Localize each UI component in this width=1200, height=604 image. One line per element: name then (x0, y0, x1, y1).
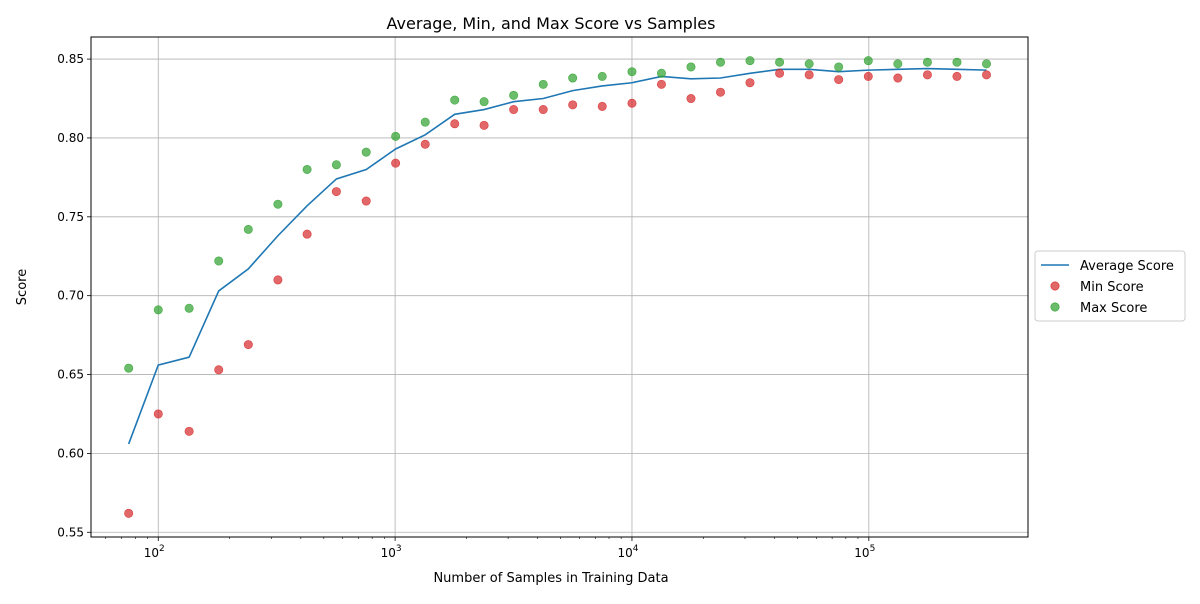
chart-title: Average, Min, and Max Score vs Samples (387, 14, 716, 33)
x-tick-label: 102 (144, 544, 165, 560)
max-score-point (952, 57, 962, 67)
min-score-point (361, 196, 371, 206)
min-score-point (597, 101, 607, 111)
y-axis: 0.55 0.60 0.65 0.70 0.75 0.80 0.85 (57, 52, 91, 539)
min-score-point (420, 139, 430, 149)
max-score-point (509, 90, 519, 100)
max-points-layer (124, 56, 992, 373)
x-tick-label: 104 (617, 544, 638, 560)
min-score-point (450, 119, 460, 129)
min-score-point (124, 508, 134, 518)
legend-box (1034, 250, 1186, 322)
max-score-point (391, 131, 401, 141)
max-score-point (745, 56, 755, 66)
min-score-point (686, 94, 696, 104)
max-score-point (568, 73, 578, 83)
max-score-point (627, 67, 637, 77)
min-score-point (331, 187, 341, 197)
min-score-point (568, 100, 578, 110)
min-score-point (273, 275, 283, 285)
min-score-point (745, 78, 755, 88)
x-tick-base: 10 (854, 546, 869, 560)
max-score-point (893, 59, 903, 69)
average-score-line (127, 67, 987, 445)
max-score-point (420, 117, 430, 127)
max-score-point (450, 95, 460, 105)
legend-min-swatch (1050, 281, 1060, 291)
y-tick-label: 0.80 (57, 131, 84, 145)
y-axis-label: Score (15, 269, 30, 305)
max-score-point (273, 199, 283, 209)
y-tick-label: 0.60 (57, 446, 84, 460)
max-score-point (214, 256, 224, 266)
max-score-point (153, 305, 163, 315)
min-score-point (243, 340, 253, 350)
x-tick-exponent: 4 (633, 544, 639, 554)
min-score-point (627, 98, 637, 108)
min-score-point (479, 120, 489, 130)
min-score-point (922, 70, 932, 80)
x-tick-label: 103 (381, 544, 402, 560)
x-tick-base: 10 (144, 546, 159, 560)
max-score-point (597, 71, 607, 81)
min-points-layer (124, 68, 992, 518)
min-score-point (952, 71, 962, 81)
min-score-point (214, 365, 224, 375)
y-tick-label: 0.70 (57, 289, 84, 303)
max-score-point (479, 97, 489, 107)
max-score-point (656, 68, 666, 78)
y-tick-label: 0.65 (57, 368, 84, 382)
x-tick-exponent: 3 (396, 544, 402, 554)
max-score-point (361, 147, 371, 157)
grid (91, 37, 1028, 537)
legend-min-label: Min Score (1080, 280, 1144, 295)
legend: Average Score Min Score Max Score (1034, 250, 1186, 322)
legend-max-swatch (1050, 302, 1060, 312)
max-score-point (538, 79, 548, 89)
max-score-point (686, 62, 696, 72)
plot-frame (90, 36, 1029, 538)
min-score-point (775, 68, 785, 78)
min-score-point (184, 426, 194, 436)
y-tick-label: 0.85 (57, 52, 84, 66)
min-score-point (804, 70, 814, 80)
min-score-point (302, 229, 312, 239)
max-score-point (863, 56, 873, 66)
max-score-point (834, 62, 844, 72)
min-score-point (982, 70, 992, 80)
min-score-point (509, 105, 519, 115)
max-score-point (331, 160, 341, 170)
average-line-layer (127, 67, 987, 445)
min-score-point (863, 71, 873, 81)
max-score-point (124, 363, 134, 373)
x-tick-exponent: 2 (159, 544, 165, 554)
y-tick-label: 0.75 (57, 210, 84, 224)
min-score-point (656, 79, 666, 89)
min-score-point (153, 409, 163, 419)
max-score-point (302, 164, 312, 174)
x-tick-base: 10 (617, 546, 632, 560)
min-score-point (391, 158, 401, 168)
min-score-point (893, 73, 903, 83)
max-score-point (184, 303, 194, 313)
x-axis: 102 103 104 105 (105, 537, 875, 560)
max-score-point (922, 57, 932, 67)
x-tick-exponent: 5 (870, 544, 876, 554)
min-score-point (716, 87, 726, 97)
min-score-point (538, 105, 548, 115)
x-tick-base: 10 (381, 546, 396, 560)
legend-max-label: Max Score (1080, 301, 1147, 316)
max-score-point (243, 224, 253, 234)
y-tick-label: 0.55 (57, 525, 84, 539)
min-score-point (834, 75, 844, 85)
x-axis-label: Number of Samples in Training Data (433, 571, 668, 586)
legend-average-label: Average Score (1080, 259, 1174, 274)
max-score-point (775, 57, 785, 67)
x-tick-label: 105 (854, 544, 875, 560)
max-score-point (716, 57, 726, 67)
max-score-point (982, 59, 992, 69)
max-score-point (804, 59, 814, 69)
